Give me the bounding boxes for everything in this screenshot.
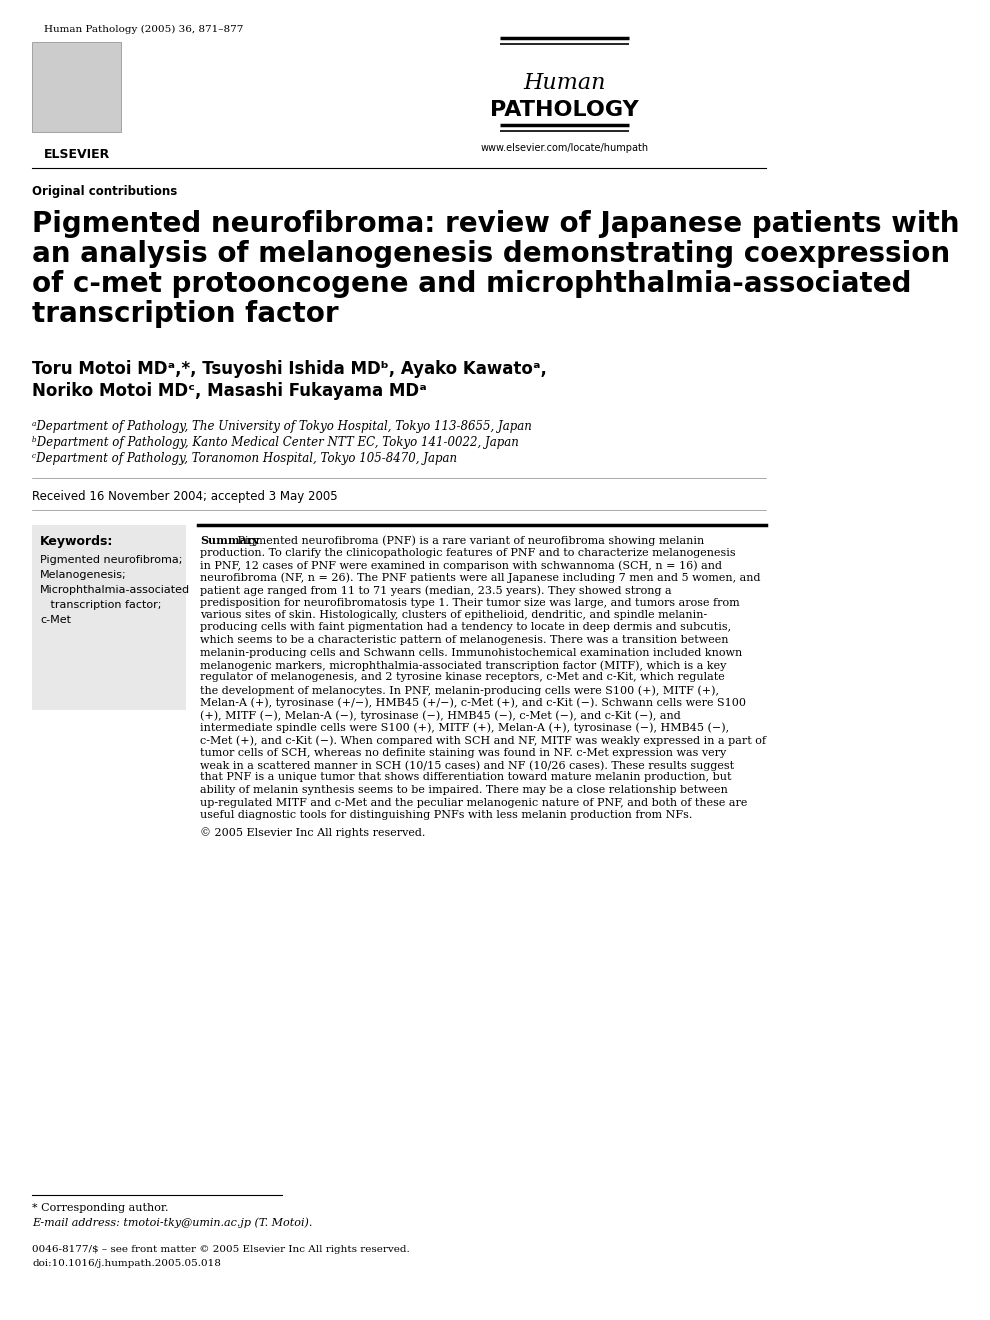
Text: transcription factor: transcription factor — [33, 300, 339, 327]
Text: Keywords:: Keywords: — [41, 535, 114, 548]
Text: regulator of melanogenesis, and 2 tyrosine kinase receptors, c-Met and c-Kit, wh: regulator of melanogenesis, and 2 tyrosi… — [200, 672, 725, 682]
Text: ᵇDepartment of Pathology, Kanto Medical Center NTT EC, Tokyo 141-0022, Japan: ᵇDepartment of Pathology, Kanto Medical … — [33, 436, 519, 449]
Bar — [33, 42, 121, 132]
Text: c-Met (+), and c-Kit (−). When compared with SCH and NF, MITF was weakly express: c-Met (+), and c-Kit (−). When compared … — [200, 735, 766, 746]
Text: Pigmented neurofibroma: review of Japanese patients with: Pigmented neurofibroma: review of Japane… — [33, 210, 959, 238]
Text: Human Pathology (2005) 36, 871–877: Human Pathology (2005) 36, 871–877 — [45, 25, 244, 34]
Text: melanin-producing cells and Schwann cells. Immunohistochemical examination inclu: melanin-producing cells and Schwann cell… — [200, 648, 743, 657]
Text: Toru Motoi MDᵃ,*, Tsuyoshi Ishida MDᵇ, Ayako Kawatoᵃ,: Toru Motoi MDᵃ,*, Tsuyoshi Ishida MDᵇ, A… — [33, 360, 547, 378]
Text: ability of melanin synthesis seems to be impaired. There may be a close relation: ability of melanin synthesis seems to be… — [200, 785, 728, 795]
Text: © 2005 Elsevier Inc All rights reserved.: © 2005 Elsevier Inc All rights reserved. — [200, 828, 426, 838]
Text: ᵃDepartment of Pathology, The University of Tokyo Hospital, Tokyo 113-8655, Japa: ᵃDepartment of Pathology, The University… — [33, 420, 533, 433]
Text: Microphthalmia-associated: Microphthalmia-associated — [41, 585, 190, 595]
Text: PATHOLOGY: PATHOLOGY — [490, 100, 640, 120]
Text: tumor cells of SCH, whereas no definite staining was found in NF. c-Met expressi: tumor cells of SCH, whereas no definite … — [200, 747, 727, 758]
Text: Melanogenesis;: Melanogenesis; — [41, 570, 127, 579]
Text: which seems to be a characteristic pattern of melanogenesis. There was a transit: which seems to be a characteristic patte… — [200, 635, 729, 645]
Text: Human: Human — [524, 73, 606, 94]
Text: c-Met: c-Met — [41, 615, 71, 624]
Text: ELSEVIER: ELSEVIER — [44, 148, 110, 161]
Text: that PNF is a unique tumor that shows differentiation toward mature melanin prod: that PNF is a unique tumor that shows di… — [200, 772, 732, 783]
Text: intermediate spindle cells were S100 (+), MITF (+), Melan-A (+), tyrosinase (−),: intermediate spindle cells were S100 (+)… — [200, 722, 730, 733]
Text: melanogenic markers, microphthalmia-associated transcription factor (MITF), whic: melanogenic markers, microphthalmia-asso… — [200, 660, 727, 671]
Text: an analysis of melanogenesis demonstrating coexpression: an analysis of melanogenesis demonstrati… — [33, 240, 950, 268]
Text: Pigmented neurofibroma;: Pigmented neurofibroma; — [41, 554, 183, 565]
Text: E-mail address: tmotoi-tky@umin.ac.jp (T. Motoi).: E-mail address: tmotoi-tky@umin.ac.jp (T… — [33, 1217, 313, 1228]
Text: ᶜDepartment of Pathology, Toranomon Hospital, Tokyo 105-8470, Japan: ᶜDepartment of Pathology, Toranomon Hosp… — [33, 451, 457, 465]
Text: transcription factor;: transcription factor; — [41, 601, 161, 610]
Text: Melan-A (+), tyrosinase (+/−), HMB45 (+/−), c-Met (+), and c-Kit (−). Schwann ce: Melan-A (+), tyrosinase (+/−), HMB45 (+/… — [200, 697, 746, 708]
Text: Original contributions: Original contributions — [33, 185, 177, 198]
Text: Summary: Summary — [200, 535, 259, 546]
Text: (+), MITF (−), Melan-A (−), tyrosinase (−), HMB45 (−), c-Met (−), and c-Kit (−),: (+), MITF (−), Melan-A (−), tyrosinase (… — [200, 710, 681, 721]
Text: Pigmented neurofibroma (PNF) is a rare variant of neurofibroma showing melanin: Pigmented neurofibroma (PNF) is a rare v… — [234, 535, 704, 545]
Text: in PNF, 12 cases of PNF were examined in comparison with schwannoma (SCH, n = 16: in PNF, 12 cases of PNF were examined in… — [200, 560, 722, 570]
Text: predisposition for neurofibromatosis type 1. Their tumor size was large, and tum: predisposition for neurofibromatosis typ… — [200, 598, 740, 607]
Text: the development of melanocytes. In PNF, melanin-producing cells were S100 (+), M: the development of melanocytes. In PNF, … — [200, 685, 719, 696]
Text: doi:10.1016/j.humpath.2005.05.018: doi:10.1016/j.humpath.2005.05.018 — [33, 1259, 221, 1269]
Text: patient age ranged from 11 to 71 years (median, 23.5 years). They showed strong : patient age ranged from 11 to 71 years (… — [200, 585, 672, 595]
Text: of c-met protooncogene and microphthalmia-associated: of c-met protooncogene and microphthalmi… — [33, 271, 912, 298]
Text: production. To clarify the clinicopathologic features of PNF and to characterize: production. To clarify the clinicopathol… — [200, 548, 736, 557]
Text: * Corresponding author.: * Corresponding author. — [33, 1203, 168, 1213]
Bar — [33, 525, 185, 710]
Text: neurofibroma (NF, n = 26). The PNF patients were all Japanese including 7 men an: neurofibroma (NF, n = 26). The PNF patie… — [200, 573, 760, 583]
Text: Received 16 November 2004; accepted 3 May 2005: Received 16 November 2004; accepted 3 Ma… — [33, 490, 338, 503]
Text: producing cells with faint pigmentation had a tendency to locate in deep dermis : producing cells with faint pigmentation … — [200, 623, 732, 632]
Text: up-regulated MITF and c-Met and the peculiar melanogenic nature of PNF, and both: up-regulated MITF and c-Met and the pecu… — [200, 797, 747, 808]
Text: 0046-8177/$ – see front matter © 2005 Elsevier Inc All rights reserved.: 0046-8177/$ – see front matter © 2005 El… — [33, 1245, 410, 1254]
Text: Noriko Motoi MDᶜ, Masashi Fukayama MDᵃ: Noriko Motoi MDᶜ, Masashi Fukayama MDᵃ — [33, 381, 427, 400]
Text: www.elsevier.com/locate/humpath: www.elsevier.com/locate/humpath — [481, 143, 648, 153]
Text: various sites of skin. Histologically, clusters of epithelioid, dendritic, and s: various sites of skin. Histologically, c… — [200, 610, 707, 620]
Text: useful diagnostic tools for distinguishing PNFs with less melanin production fro: useful diagnostic tools for distinguishi… — [200, 810, 692, 820]
Text: weak in a scattered manner in SCH (10/15 cases) and NF (10/26 cases). These resu: weak in a scattered manner in SCH (10/15… — [200, 760, 735, 771]
